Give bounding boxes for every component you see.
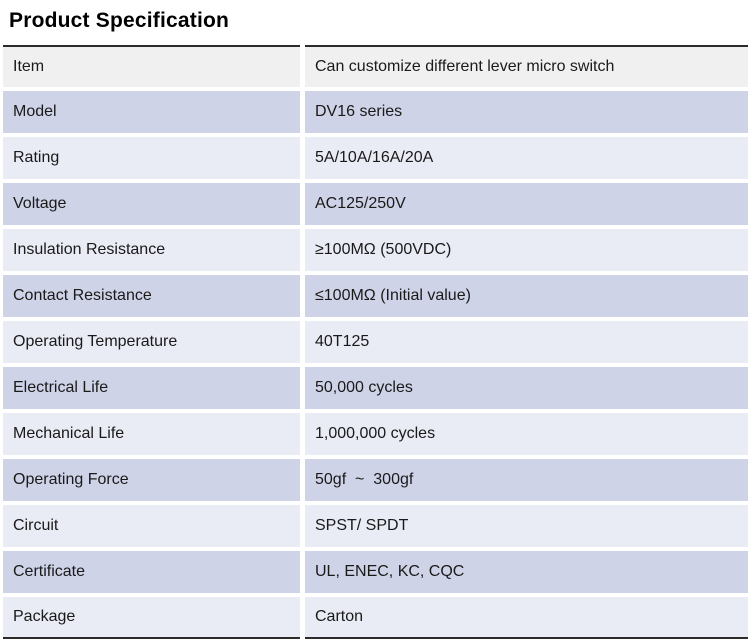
page-title: Product Specification (9, 9, 230, 32)
spec-label-cell: Operating Force (3, 459, 300, 501)
spec-value-cell: UL, ENEC, KC, CQC (305, 551, 748, 593)
spec-label-cell: Insulation Resistance (3, 229, 300, 271)
spec-value-cell: 40T125 (305, 321, 748, 363)
table-row-package: Package Carton (3, 597, 748, 639)
table-row-mechanical-life: Mechanical Life 1,000,000 cycles (3, 413, 748, 455)
spec-label-cell: Certificate (3, 551, 300, 593)
spec-label-cell: Contact Resistance (3, 275, 300, 317)
table-row-electrical-life: Electrical Life 50,000 cycles (3, 367, 748, 409)
table-row-model: Model DV16 series (3, 91, 748, 133)
table-row-contact-resistance: Contact Resistance ≤100MΩ (Initial value… (3, 275, 748, 317)
specification-table: Item Can customize different lever micro… (0, 41, 753, 643)
spec-value-cell: ≤100MΩ (Initial value) (305, 275, 748, 317)
spec-label-cell: Rating (3, 137, 300, 179)
spec-label-cell: Voltage (3, 183, 300, 225)
table-row-operating-temperature: Operating Temperature 40T125 (3, 321, 748, 363)
spec-value-cell: Carton (305, 597, 748, 639)
spec-label-cell: Circuit (3, 505, 300, 547)
table-row-voltage: Voltage AC125/250V (3, 183, 748, 225)
spec-value-cell: 5A/10A/16A/20A (305, 137, 748, 179)
spec-label-cell: Package (3, 597, 300, 639)
table-row-operating-force: Operating Force 50gf ~ 300gf (3, 459, 748, 501)
spec-value-cell: 50gf ~ 300gf (305, 459, 748, 501)
table-row-insulation-resistance: Insulation Resistance ≥100MΩ (500VDC) (3, 229, 748, 271)
table-row-rating: Rating 5A/10A/16A/20A (3, 137, 748, 179)
spec-label-cell: Operating Temperature (3, 321, 300, 363)
spec-value-cell: ≥100MΩ (500VDC) (305, 229, 748, 271)
spec-value-cell: 1,000,000 cycles (305, 413, 748, 455)
spec-value-cell: 50,000 cycles (305, 367, 748, 409)
spec-label-cell: Electrical Life (3, 367, 300, 409)
spec-value-cell: AC125/250V (305, 183, 748, 225)
table-row-certificate: Certificate UL, ENEC, KC, CQC (3, 551, 748, 593)
spec-label-cell: Model (3, 91, 300, 133)
table-row-circuit: Circuit SPST/ SPDT (3, 505, 748, 547)
header-value-cell: Can customize different lever micro swit… (305, 45, 748, 87)
spec-value-cell: SPST/ SPDT (305, 505, 748, 547)
spec-value-cell: DV16 series (305, 91, 748, 133)
table-header-row: Item Can customize different lever micro… (3, 45, 748, 87)
header-label-cell: Item (3, 45, 300, 87)
spec-label-cell: Mechanical Life (3, 413, 300, 455)
